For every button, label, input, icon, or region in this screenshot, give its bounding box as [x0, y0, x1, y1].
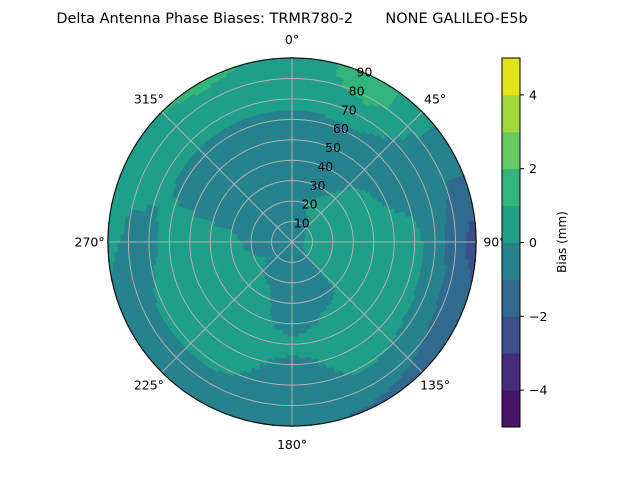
- chart-title: Delta Antenna Phase Biases: TRMR780-2 NO…: [56, 11, 527, 27]
